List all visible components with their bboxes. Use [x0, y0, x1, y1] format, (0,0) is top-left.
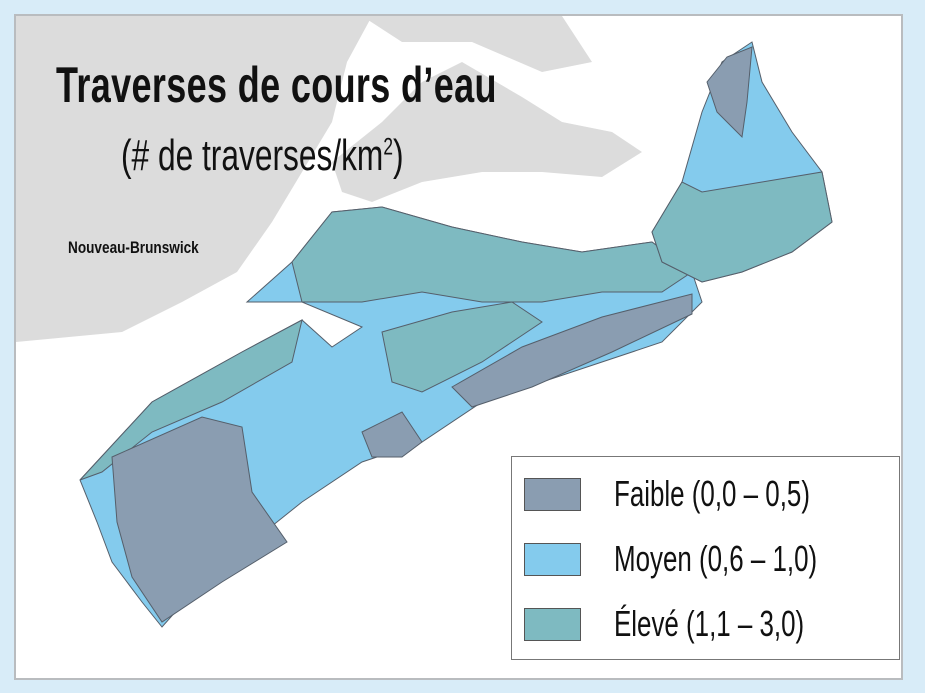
map-canvas [16, 16, 833, 628]
map-panel: Traverses de cours d’eau (# de traverses… [14, 14, 903, 680]
legend-swatch-moyen [524, 542, 581, 576]
legend-item-eleve: Élevé (1,1 – 3,0) [524, 603, 878, 644]
legend-item-moyen: Moyen (0,6 – 1,0) [524, 538, 896, 579]
eastern-shore-faible [451, 293, 693, 408]
cumberland-region-eleve [291, 206, 693, 303]
neighbor-land [16, 16, 642, 342]
legend-swatch-eleve [524, 607, 581, 641]
pei-landmass [332, 62, 642, 202]
cape-breton-region-faible [706, 46, 753, 139]
cape-breton-region-eleve [651, 171, 833, 283]
subtitle-close: ) [392, 131, 404, 180]
halifax-region-faible [361, 411, 423, 458]
subtitle-text: (# de traverses/km [121, 131, 384, 180]
legend-item-faible: Faible (0,0 – 0,5) [524, 473, 886, 514]
new-brunswick-landmass [16, 16, 372, 342]
region-label-new-brunswick: Nouveau-Brunswick [68, 238, 199, 257]
map-title: Traverses de cours d’eau [56, 57, 497, 113]
legend-label-faible: Faible (0,0 – 0,5) [614, 473, 810, 514]
nova-scotia [79, 41, 833, 628]
subtitle-superscript: 2 [383, 133, 393, 161]
legend-swatch-faible [524, 477, 581, 511]
legend-label-moyen: Moyen (0,6 – 1,0) [614, 538, 818, 579]
map-subtitle: (# de traverses/km2) [121, 131, 403, 181]
southwest-region-faible [111, 416, 288, 623]
northern-land [362, 16, 592, 72]
map-legend: Faible (0,0 – 0,5) Moyen (0,6 – 1,0) Éle… [511, 456, 900, 660]
central-region-eleve [381, 301, 543, 393]
legend-label-eleve: Élevé (1,1 – 3,0) [614, 603, 805, 644]
